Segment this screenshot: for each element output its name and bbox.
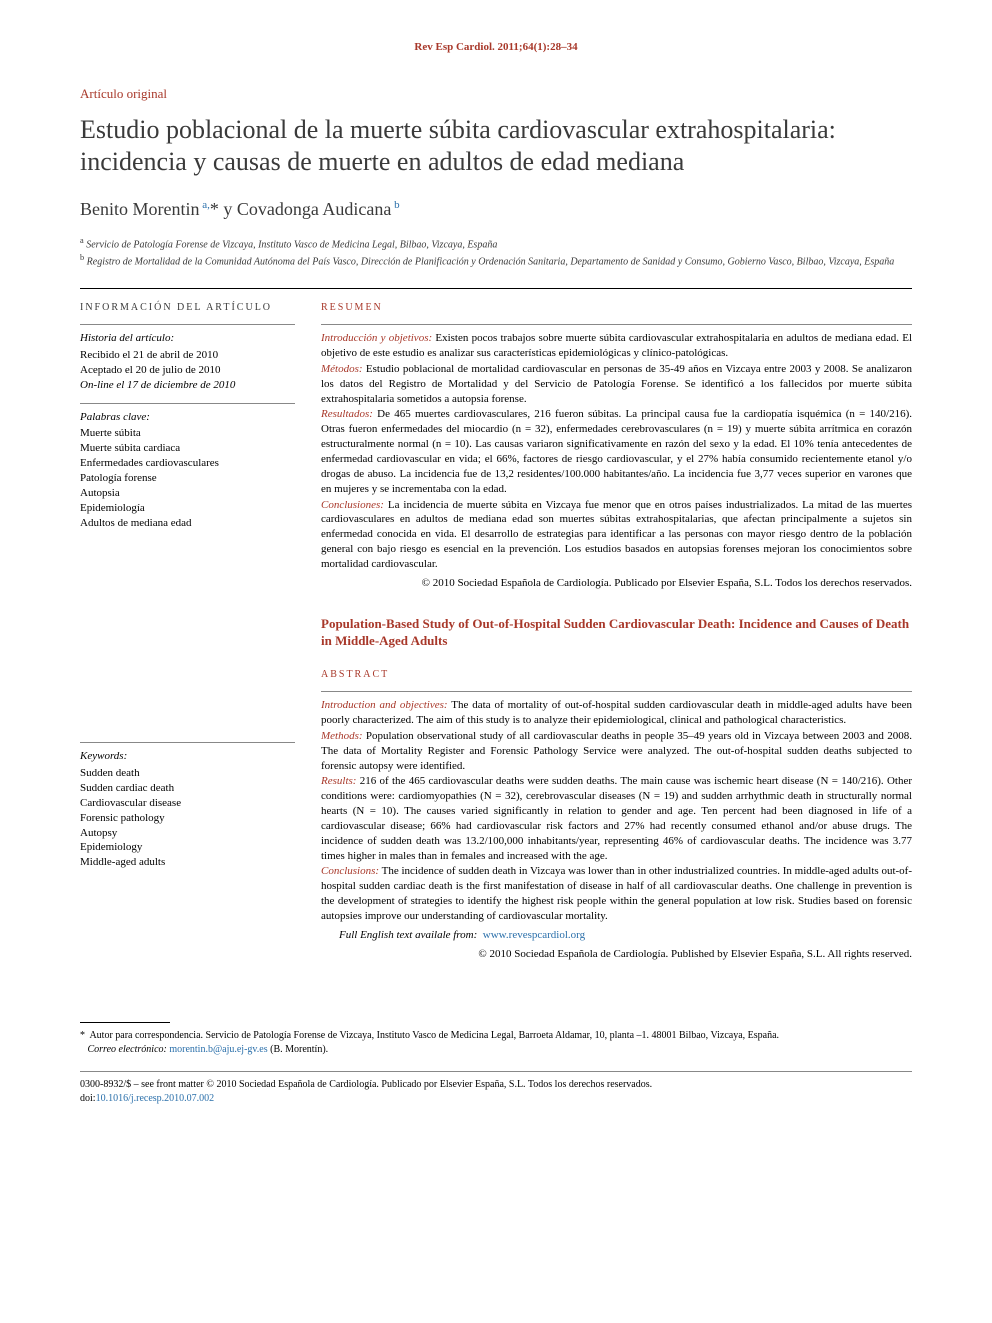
main-two-column: INFORMACIÓN DEL ARTÍCULO Historia del ar… (80, 301, 912, 962)
keyword-en: Middle-aged adults (80, 855, 295, 870)
full-text-link-line: Full English text availale from: www.rev… (321, 928, 912, 943)
abstract-rule (321, 691, 912, 692)
keyword-en: Sudden cardiac death (80, 781, 295, 796)
left-column: INFORMACIÓN DEL ARTÍCULO Historia del ar… (80, 301, 295, 962)
spacer (80, 530, 295, 742)
abstract-methods: Methods: Population observational study … (321, 729, 912, 774)
abstract-conclusions: Conclusions: The incidence of sudden dea… (321, 864, 912, 923)
affiliation-a: a Servicio de Patología Forense de Vizca… (80, 235, 912, 252)
keyword-en: Cardiovascular disease (80, 796, 295, 811)
keyword-es: Muerte súbita (80, 426, 295, 441)
keyword-en: Epidemiology (80, 840, 295, 855)
doi-link[interactable]: 10.1016/j.recesp.2010.07.002 (96, 1093, 215, 1104)
footer-rule (80, 1071, 912, 1072)
copyright-en: © 2010 Sociedad Española de Cardiología.… (321, 947, 912, 962)
history-title: Historia del artículo: (80, 331, 295, 346)
correspondence: * Autor para correspondencia. Servicio d… (80, 1029, 912, 1057)
keyword-en: Forensic pathology (80, 811, 295, 826)
journal-reference: Rev Esp Cardiol. 2011;64(1):28–34 (80, 40, 912, 55)
info-rule-3 (80, 742, 295, 743)
affiliation-b: b Registro de Mortalidad de la Comunidad… (80, 252, 912, 269)
keyword-es: Epidemiología (80, 501, 295, 516)
keywords-en-title: Keywords: (80, 749, 295, 764)
copyright-es: © 2010 Sociedad Española de Cardiología.… (321, 576, 912, 591)
abstract-intro: Introduction and objectives: The data of… (321, 698, 912, 728)
doi-block: 0300-8932/$ – see front matter © 2010 So… (80, 1078, 912, 1106)
right-column: RESUMEN Introducción y objetivos: Existe… (321, 301, 912, 962)
keyword-es: Autopsia (80, 486, 295, 501)
author-1-affil: a, (200, 199, 210, 211)
footnote-rule (80, 1022, 170, 1023)
article-page: Rev Esp Cardiol. 2011;64(1):28–34 Artícu… (0, 0, 992, 1136)
history-online: On-line el 17 de diciembre de 2010 (80, 378, 295, 393)
resumen-conclusions: Conclusiones: La incidencia de muerte sú… (321, 498, 912, 572)
email-label: Correo electrónico: (88, 1044, 167, 1055)
top-rule (80, 288, 912, 289)
affiliations-block: a Servicio de Patología Forense de Vizca… (80, 235, 912, 270)
abstract-heading: ABSTRACT (321, 668, 912, 682)
keyword-es: Adultos de mediana edad (80, 516, 295, 531)
keyword-es: Enfermedades cardiovasculares (80, 456, 295, 471)
abstract-results: Results: 216 of the 465 cardiovascular d… (321, 774, 912, 863)
info-rule-1 (80, 324, 295, 325)
author-2: Covadonga Audicana (237, 199, 391, 219)
resumen-rule (321, 324, 912, 325)
issn-line: 0300-8932/$ – see front matter © 2010 So… (80, 1078, 912, 1092)
keyword-es: Patología forense (80, 471, 295, 486)
history-accepted: Aceptado el 20 de julio de 2010 (80, 363, 295, 378)
keyword-en: Autopsy (80, 826, 295, 841)
resumen-intro: Introducción y objetivos: Existen pocos … (321, 331, 912, 361)
keyword-es: Muerte súbita cardiaca (80, 441, 295, 456)
authors-line: Benito Morentin a,* y Covadonga Audicana… (80, 197, 912, 221)
email-owner: (B. Morentín). (270, 1044, 328, 1055)
article-info-heading: INFORMACIÓN DEL ARTÍCULO (80, 301, 295, 315)
footer-block: * Autor para correspondencia. Servicio d… (80, 1022, 912, 1106)
author-2-affil: b (391, 199, 399, 211)
history-received: Recibido el 21 de abril de 2010 (80, 348, 295, 363)
article-title: Estudio poblacional de la muerte súbita … (80, 114, 912, 176)
info-rule-2 (80, 403, 295, 404)
author-1: Benito Morentin (80, 199, 200, 219)
english-title: Population-Based Study of Out-of-Hospita… (321, 615, 912, 650)
resumen-results: Resultados: De 465 muertes cardiovascula… (321, 407, 912, 496)
full-text-link[interactable]: www.revespcardiol.org (483, 929, 585, 941)
doi-line: doi:10.1016/j.recesp.2010.07.002 (80, 1092, 912, 1106)
correspondence-email[interactable]: morentin.b@aju.ej-gv.es (169, 1044, 267, 1055)
resumen-methods: Métodos: Estudio poblacional de mortalid… (321, 362, 912, 407)
author-separator: y (223, 199, 237, 219)
corr-marker: * (80, 1030, 85, 1041)
keyword-en: Sudden death (80, 766, 295, 781)
corresponding-marker: * (210, 199, 219, 219)
keywords-es-title: Palabras clave: (80, 410, 295, 425)
article-type-label: Artículo original (80, 85, 912, 103)
resumen-heading: RESUMEN (321, 301, 912, 315)
